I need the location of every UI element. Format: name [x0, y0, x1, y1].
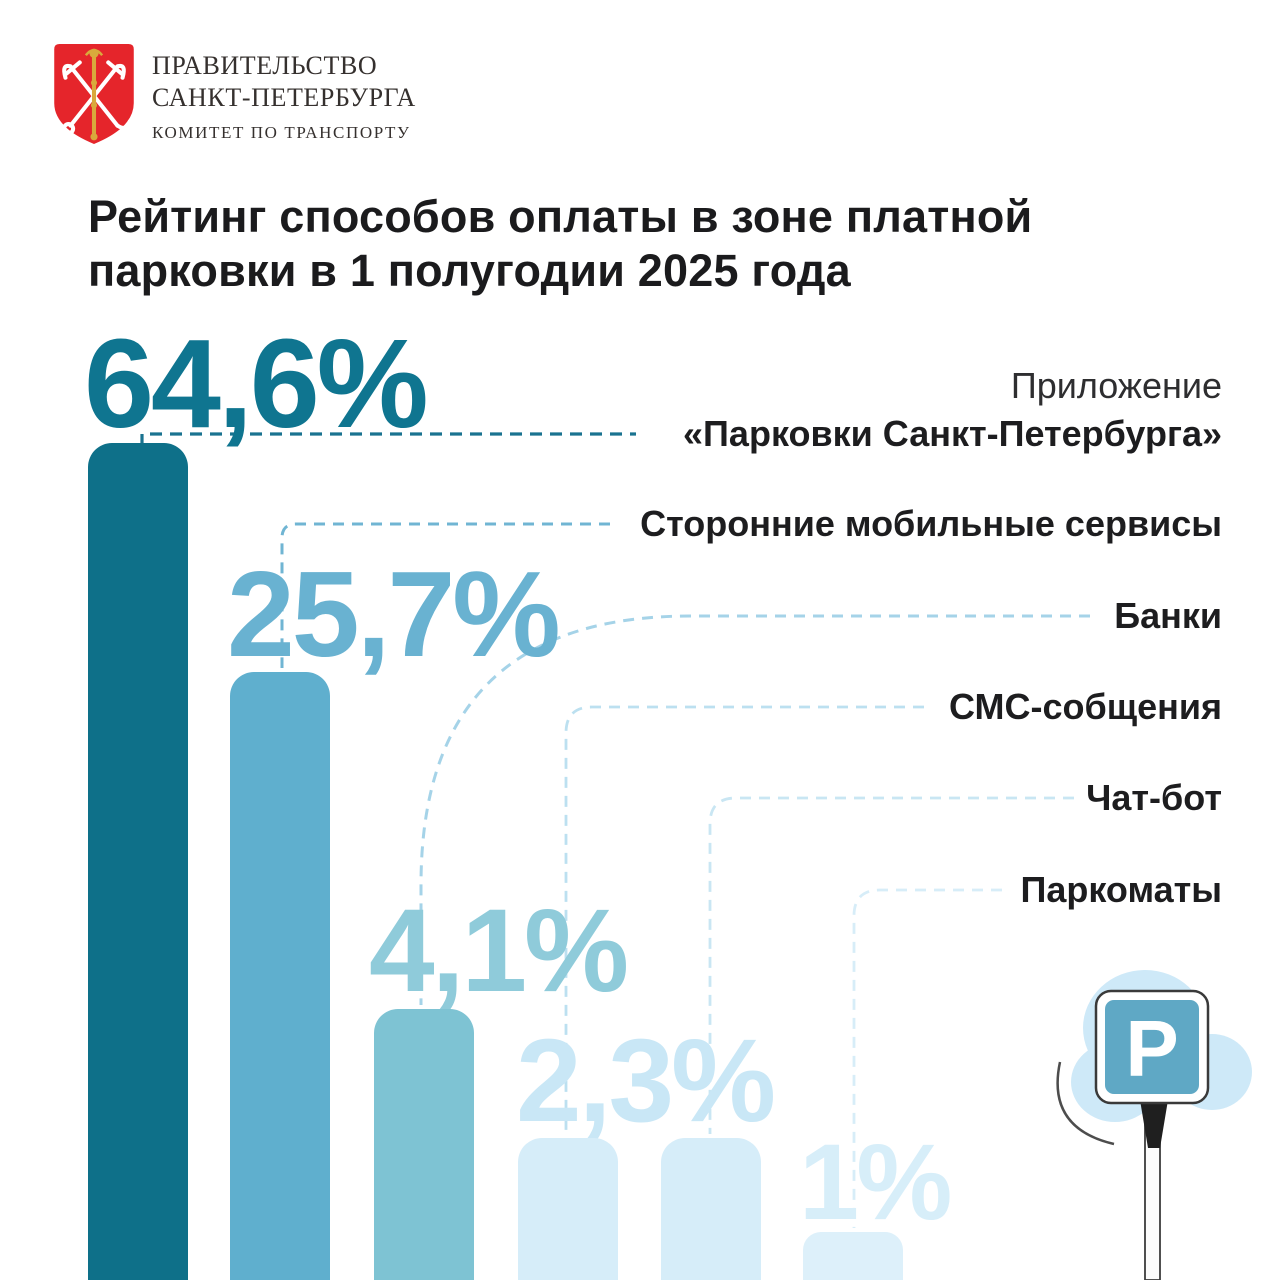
chart-title: Рейтинг способов оплаты в зоне платной п… — [88, 190, 1032, 298]
value-label-services: 25,7% — [227, 546, 561, 682]
value-label-parkomats: 1% — [799, 1121, 952, 1242]
bar-parkomats — [803, 1232, 903, 1280]
spb-coat-of-arms-icon — [54, 44, 134, 144]
category-label-chatbot: Чат-бот — [1086, 777, 1222, 818]
chart-title-line-2: парковки в 1 полугодии 2025 года — [88, 245, 851, 296]
chart-title-line-1: Рейтинг способов оплаты в зоне платной — [88, 191, 1033, 242]
category-label-banks: Банки — [1114, 595, 1222, 636]
bar-sms — [518, 1138, 618, 1280]
category-label-parkomats: Паркоматы — [1020, 869, 1223, 910]
org-line-1: ПРАВИТЕЛЬСТВО — [152, 51, 378, 80]
org-name-block: ПРАВИТЕЛЬСТВО САНКТ-ПЕТЕРБУРГА КОМИТЕТ П… — [152, 42, 416, 146]
category-label-app: «Парковки Санкт-Петербурга» — [683, 413, 1222, 454]
parking-sign-icon: P — [1094, 989, 1210, 1105]
category-label-services: Сторонние мобильные сервисы — [640, 503, 1222, 544]
value-label-banks: 4,1% — [369, 885, 629, 1017]
category-label-app-prefix: Приложение — [1010, 365, 1222, 406]
bar-services — [230, 672, 330, 1280]
bar-app — [88, 443, 188, 1280]
bar-banks — [374, 1009, 474, 1280]
value-label-sms: 2,3% — [516, 1015, 776, 1147]
org-line-2: САНКТ-ПЕТЕРБУРГА — [152, 83, 416, 112]
pole-bracket — [1140, 1100, 1168, 1148]
header: ПРАВИТЕЛЬСТВО САНКТ-ПЕТЕРБУРГА КОМИТЕТ П… — [52, 42, 416, 146]
org-department: КОМИТЕТ ПО ТРАНСПОРТУ — [152, 123, 411, 142]
branch-line — [1056, 1061, 1115, 1146]
parking-letter: P — [1125, 1004, 1178, 1093]
parking-sign-illustration: P — [1056, 970, 1252, 1280]
bar-chatbot — [661, 1138, 761, 1280]
category-label-sms: СМС-собщения — [948, 686, 1222, 727]
value-label-app: 64,6% — [84, 313, 429, 454]
